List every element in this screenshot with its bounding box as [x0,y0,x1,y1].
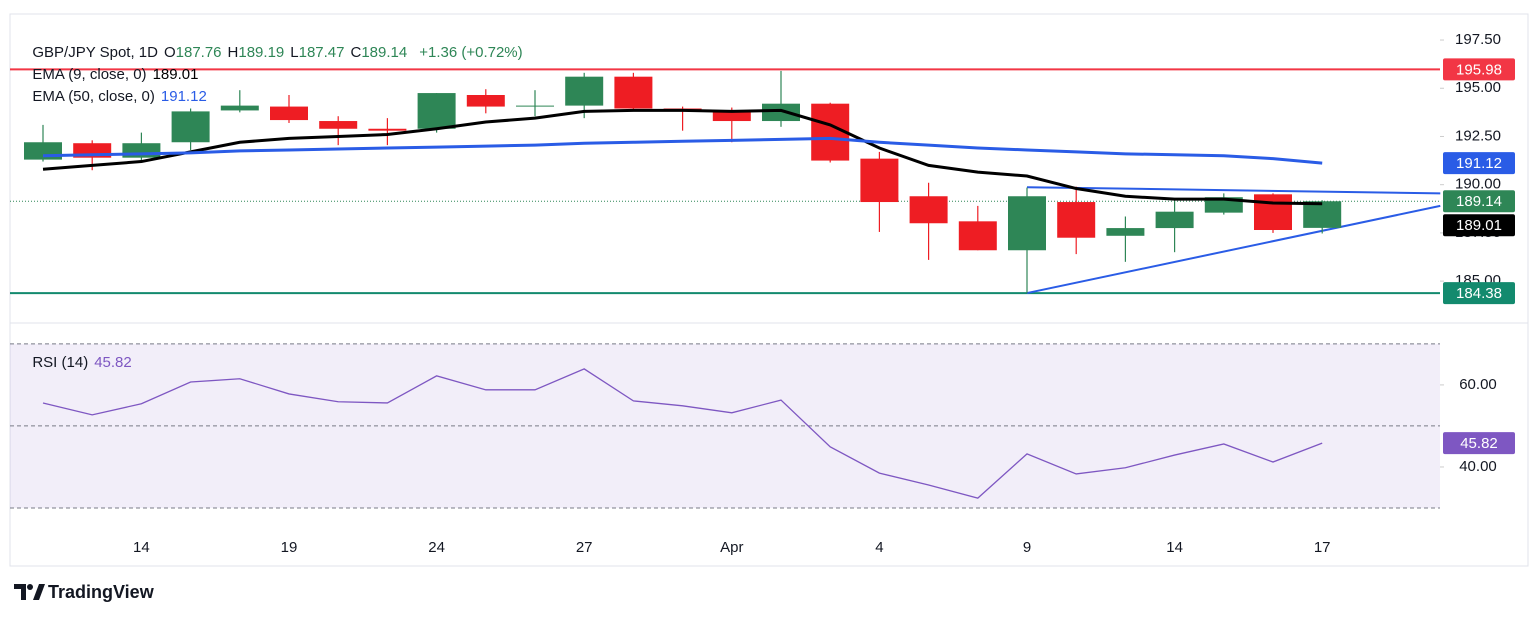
ema-name: EMA (9, close, 0) [32,66,147,83]
candle-body [24,142,62,160]
y-tick-label: 60.00 [1459,376,1497,393]
frame [9,13,1529,567]
candle-body [762,103,800,122]
price-tag-label: 45.82 [1460,435,1498,452]
ohlc: O187.76 H189.19 L187.47 C189.14 [164,44,413,61]
candle-body [958,221,997,251]
candle-body [909,196,948,224]
x-tick-label: 17 [1314,539,1331,556]
ohlc-value: 189.14 [361,44,408,61]
candle-body [270,106,308,121]
ohlc-value: 187.47 [298,44,345,61]
candle-body [1155,211,1194,229]
price-tag-label: 184.38 [1456,285,1502,302]
y-tick-label: 192.50 [1455,127,1501,144]
change: +1.36 (+0.72%) [419,44,523,61]
ohlc-prefix: L [290,44,299,61]
ema-value: 189.01 [152,66,199,83]
candle-body [220,105,259,111]
y-tick-label: 197.50 [1455,31,1501,48]
y-tick-label: 195.00 [1455,79,1501,96]
candle-body [1008,196,1046,251]
candle-body [1106,228,1145,236]
x-tick-label: 9 [1023,539,1031,556]
trendline [1026,186,1441,195]
ohlc-value: 189.19 [238,44,285,61]
price-tag-label: 195.98 [1456,61,1502,78]
x-tick-label: 14 [133,539,150,556]
candle-body [516,105,554,107]
x-tick-label: 24 [428,539,445,556]
candle-body [565,76,604,106]
price-tag [1443,58,1515,81]
trendline [1026,204,1441,295]
price-tag [1443,152,1515,175]
x-tick-label: 14 [1166,539,1183,556]
x-tick-label: 4 [875,539,883,556]
logo-part [33,584,45,600]
candle-body [417,93,456,129]
price-tag-label: 189.01 [1456,217,1502,234]
logo-part [14,584,26,600]
ohlc-prefix: H [227,44,239,61]
x-tick-label: 19 [281,539,298,556]
candle-body [1254,194,1292,231]
rsi-value: 45.82 [94,354,132,371]
candle-body [1057,202,1096,238]
x-tick-label: Apr [720,539,743,556]
price-tag-label: 189.14 [1456,193,1502,210]
candle-body [1303,201,1342,228]
candle-body [319,121,358,129]
ohlc-prefix: C [350,44,362,61]
price-tag [1443,190,1515,213]
rsi-line [42,368,1323,499]
legend-ema9: EMA (9, close, 0) 189.01 [24,49,204,83]
rsi-name: RSI (14) [32,354,89,371]
y-tick-label: 40.00 [1459,458,1497,475]
ema-line [42,108,1323,206]
legend-ema50: EMA (50, close, 0) 191.12 [24,71,213,105]
y-tick-label: 190.00 [1455,176,1501,193]
ohlc-prefix: O [163,44,176,61]
price-tag [1443,214,1515,237]
ema-line [42,136,1323,165]
ema-name: EMA (50, close, 0) [32,88,155,105]
candle-body [860,158,899,203]
candle-body [171,111,210,143]
ohlc-value: 187.76 [175,44,222,61]
price-tag-label: 191.12 [1456,155,1502,172]
symbol: GBP/JPY Spot, 1D [32,44,158,61]
candle-body [712,110,751,122]
candle-body [466,95,505,107]
logo-part [27,584,33,590]
brand: TradingView [48,582,155,602]
ema-value: 191.12 [160,88,207,105]
candle-body [368,128,407,131]
brand-logo [14,584,45,600]
legend-ohlc: GBP/JPY Spot, 1D O187.76 H189.19 L187.47 C18… [24,27,529,61]
price-tag [1443,432,1515,455]
price-tag [1443,282,1515,305]
legend-rsi: RSI (14) 45.82 [24,337,138,371]
candle-body [614,76,653,109]
plot: 185.00187.50190.00192.50195.00197.501419… [10,31,1515,556]
x-tick-label: 27 [576,539,593,556]
